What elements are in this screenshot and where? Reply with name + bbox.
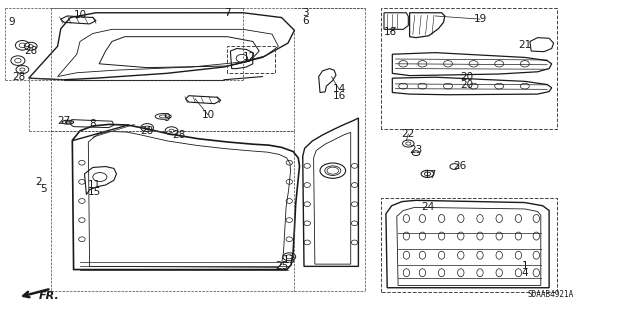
Text: 24: 24 <box>421 202 434 212</box>
Text: 28: 28 <box>24 46 37 56</box>
Text: 8: 8 <box>90 119 96 130</box>
Text: 18: 18 <box>384 27 397 37</box>
Text: 2: 2 <box>35 177 42 187</box>
Text: SDAAB4921A: SDAAB4921A <box>527 290 573 299</box>
Text: FR.: FR. <box>38 291 59 301</box>
Text: 20: 20 <box>461 71 474 82</box>
Text: 9: 9 <box>8 17 15 27</box>
Text: 1: 1 <box>522 261 528 271</box>
Text: 15: 15 <box>88 187 101 197</box>
Text: 22: 22 <box>402 129 415 139</box>
Text: 12: 12 <box>243 52 256 63</box>
Text: 7: 7 <box>224 8 230 18</box>
Text: 25: 25 <box>275 261 288 271</box>
Text: 14: 14 <box>333 84 346 94</box>
Text: 19: 19 <box>474 14 486 24</box>
Text: 27: 27 <box>58 116 70 126</box>
Text: 28: 28 <box>13 71 26 82</box>
Text: 13: 13 <box>283 255 296 265</box>
Text: 20: 20 <box>461 79 474 90</box>
Text: 28: 28 <box>173 130 186 140</box>
Text: 17: 17 <box>424 170 436 181</box>
Text: 6: 6 <box>303 16 309 26</box>
Text: 26: 26 <box>453 161 466 171</box>
Text: 3: 3 <box>303 8 309 18</box>
Text: 16: 16 <box>333 91 346 101</box>
Text: 5: 5 <box>40 184 47 195</box>
Text: 11: 11 <box>88 180 101 190</box>
Text: 10: 10 <box>202 110 214 120</box>
Text: 28: 28 <box>141 126 154 136</box>
Text: 10: 10 <box>74 10 86 20</box>
Text: 21: 21 <box>518 40 531 50</box>
Text: 9: 9 <box>163 113 170 123</box>
Text: 4: 4 <box>522 268 528 278</box>
Text: 23: 23 <box>410 145 422 155</box>
